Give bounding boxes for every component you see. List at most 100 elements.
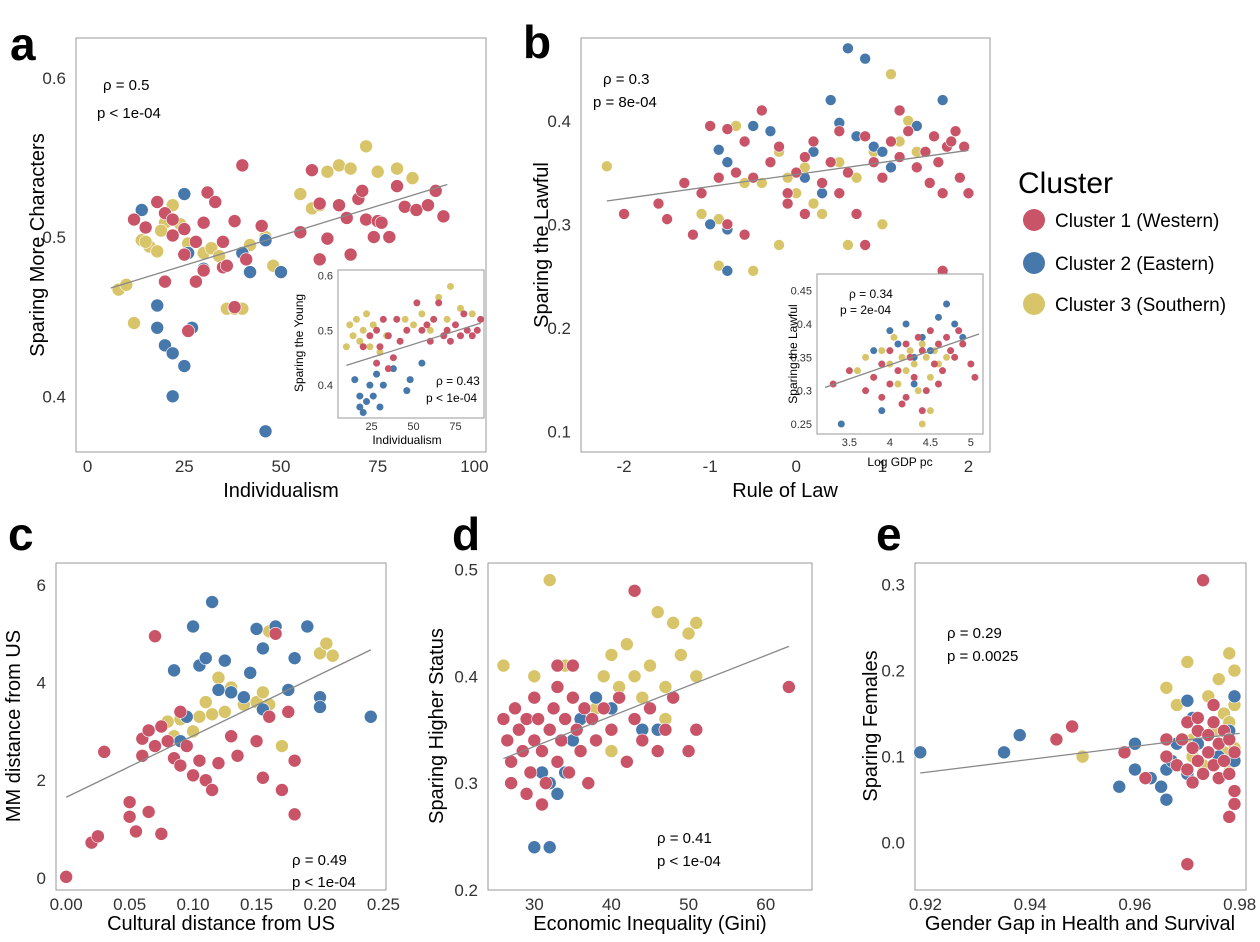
point-western xyxy=(275,783,289,797)
point-southern xyxy=(666,616,680,630)
point-western xyxy=(527,690,542,705)
inset-point-western xyxy=(393,315,401,323)
point-western xyxy=(154,827,169,841)
point-southern xyxy=(138,235,153,249)
point-southern xyxy=(405,171,420,185)
point-western xyxy=(721,123,734,135)
point-western xyxy=(721,218,734,231)
point-southern xyxy=(850,171,863,184)
point-eastern xyxy=(243,265,257,279)
point-western xyxy=(198,773,213,787)
point-western xyxy=(1180,762,1195,777)
inset-point-southern xyxy=(369,321,377,329)
y-tick-label: 0.2 xyxy=(454,881,478,900)
point-western xyxy=(192,753,207,768)
point-western xyxy=(923,177,936,189)
inset-point-western xyxy=(967,360,975,368)
point-western xyxy=(652,197,665,210)
point-eastern xyxy=(721,156,734,168)
panel-label: e xyxy=(876,508,902,560)
point-western xyxy=(177,222,192,236)
point-eastern xyxy=(885,161,897,174)
point-western xyxy=(1191,754,1205,768)
point-southern xyxy=(1159,680,1174,695)
inset-point-eastern xyxy=(943,300,951,308)
inset-point-western xyxy=(943,333,951,341)
y-tick-label: 0.5 xyxy=(42,228,66,247)
point-western xyxy=(173,758,188,773)
point-eastern xyxy=(177,187,192,201)
point-southern xyxy=(527,669,542,684)
x-tick-label: 30 xyxy=(525,895,544,914)
point-western xyxy=(1138,771,1153,785)
point-western xyxy=(150,195,165,209)
point-western xyxy=(205,783,219,797)
point-eastern xyxy=(256,641,270,656)
inset-point-southern xyxy=(862,353,870,361)
point-western xyxy=(320,231,335,246)
point-western xyxy=(643,701,657,716)
point-western xyxy=(268,626,283,641)
inset-point-eastern xyxy=(406,376,414,384)
inset-x-tick-label: 75 xyxy=(449,421,461,433)
point-eastern xyxy=(237,690,251,705)
point-southern xyxy=(773,239,785,251)
point-western xyxy=(249,734,264,748)
point-southern xyxy=(643,658,657,673)
x-tick-label: -2 xyxy=(616,457,631,476)
plot-frame xyxy=(55,562,387,891)
point-western xyxy=(235,158,250,173)
point-southern xyxy=(620,637,634,652)
point-western xyxy=(589,733,603,748)
point-western xyxy=(558,712,572,726)
point-western xyxy=(1196,573,1210,588)
point-western xyxy=(612,690,626,705)
y-tick-label: 2 xyxy=(37,771,46,790)
point-eastern xyxy=(134,203,149,217)
stat-p: p < 1e-04 xyxy=(657,853,721,870)
point-western xyxy=(1222,767,1237,781)
inset-point-southern xyxy=(457,304,465,312)
point-western xyxy=(1217,754,1231,768)
inset-point-southern xyxy=(922,353,930,361)
point-eastern xyxy=(287,651,302,665)
point-southern xyxy=(1222,646,1237,661)
point-western xyxy=(200,185,215,200)
point-western xyxy=(355,184,370,198)
point-western xyxy=(1201,728,1216,742)
y-axis-title: Sparing Females xyxy=(860,650,882,801)
inset-plot-frame xyxy=(816,273,984,435)
point-western xyxy=(928,130,940,143)
point-southern xyxy=(211,670,226,685)
point-western xyxy=(262,709,277,724)
regression-line xyxy=(503,645,790,760)
point-eastern xyxy=(165,389,180,404)
point-western xyxy=(1185,741,1200,755)
point-western xyxy=(850,208,863,220)
inset-y-tick-label: 0.25 xyxy=(791,419,812,431)
point-western xyxy=(1222,810,1237,824)
inset-point-western xyxy=(951,353,959,361)
inset-point-western xyxy=(460,310,468,318)
point-western xyxy=(129,824,143,839)
inset-stat-rho: ρ = 0.34 xyxy=(849,287,893,301)
point-western xyxy=(281,705,296,719)
inset-point-southern xyxy=(890,333,898,341)
inset-point-southern xyxy=(366,343,374,351)
legend-label-southern: Cluster 3 (Southern) xyxy=(1055,295,1226,316)
point-eastern xyxy=(842,42,854,55)
point-southern xyxy=(390,161,404,176)
point-western xyxy=(390,179,404,193)
point-western xyxy=(312,252,327,267)
stat-p: p < 1e-04 xyxy=(292,874,356,891)
point-western xyxy=(531,712,545,726)
point-southern xyxy=(689,616,704,630)
point-western xyxy=(539,776,553,790)
point-eastern xyxy=(1128,736,1142,751)
y-tick-label: 0.6 xyxy=(42,69,66,88)
point-southern xyxy=(681,626,696,641)
point-western xyxy=(859,239,871,251)
inset-point-western xyxy=(384,365,392,373)
y-tick-label: 0.3 xyxy=(881,576,905,595)
point-eastern xyxy=(542,840,557,855)
